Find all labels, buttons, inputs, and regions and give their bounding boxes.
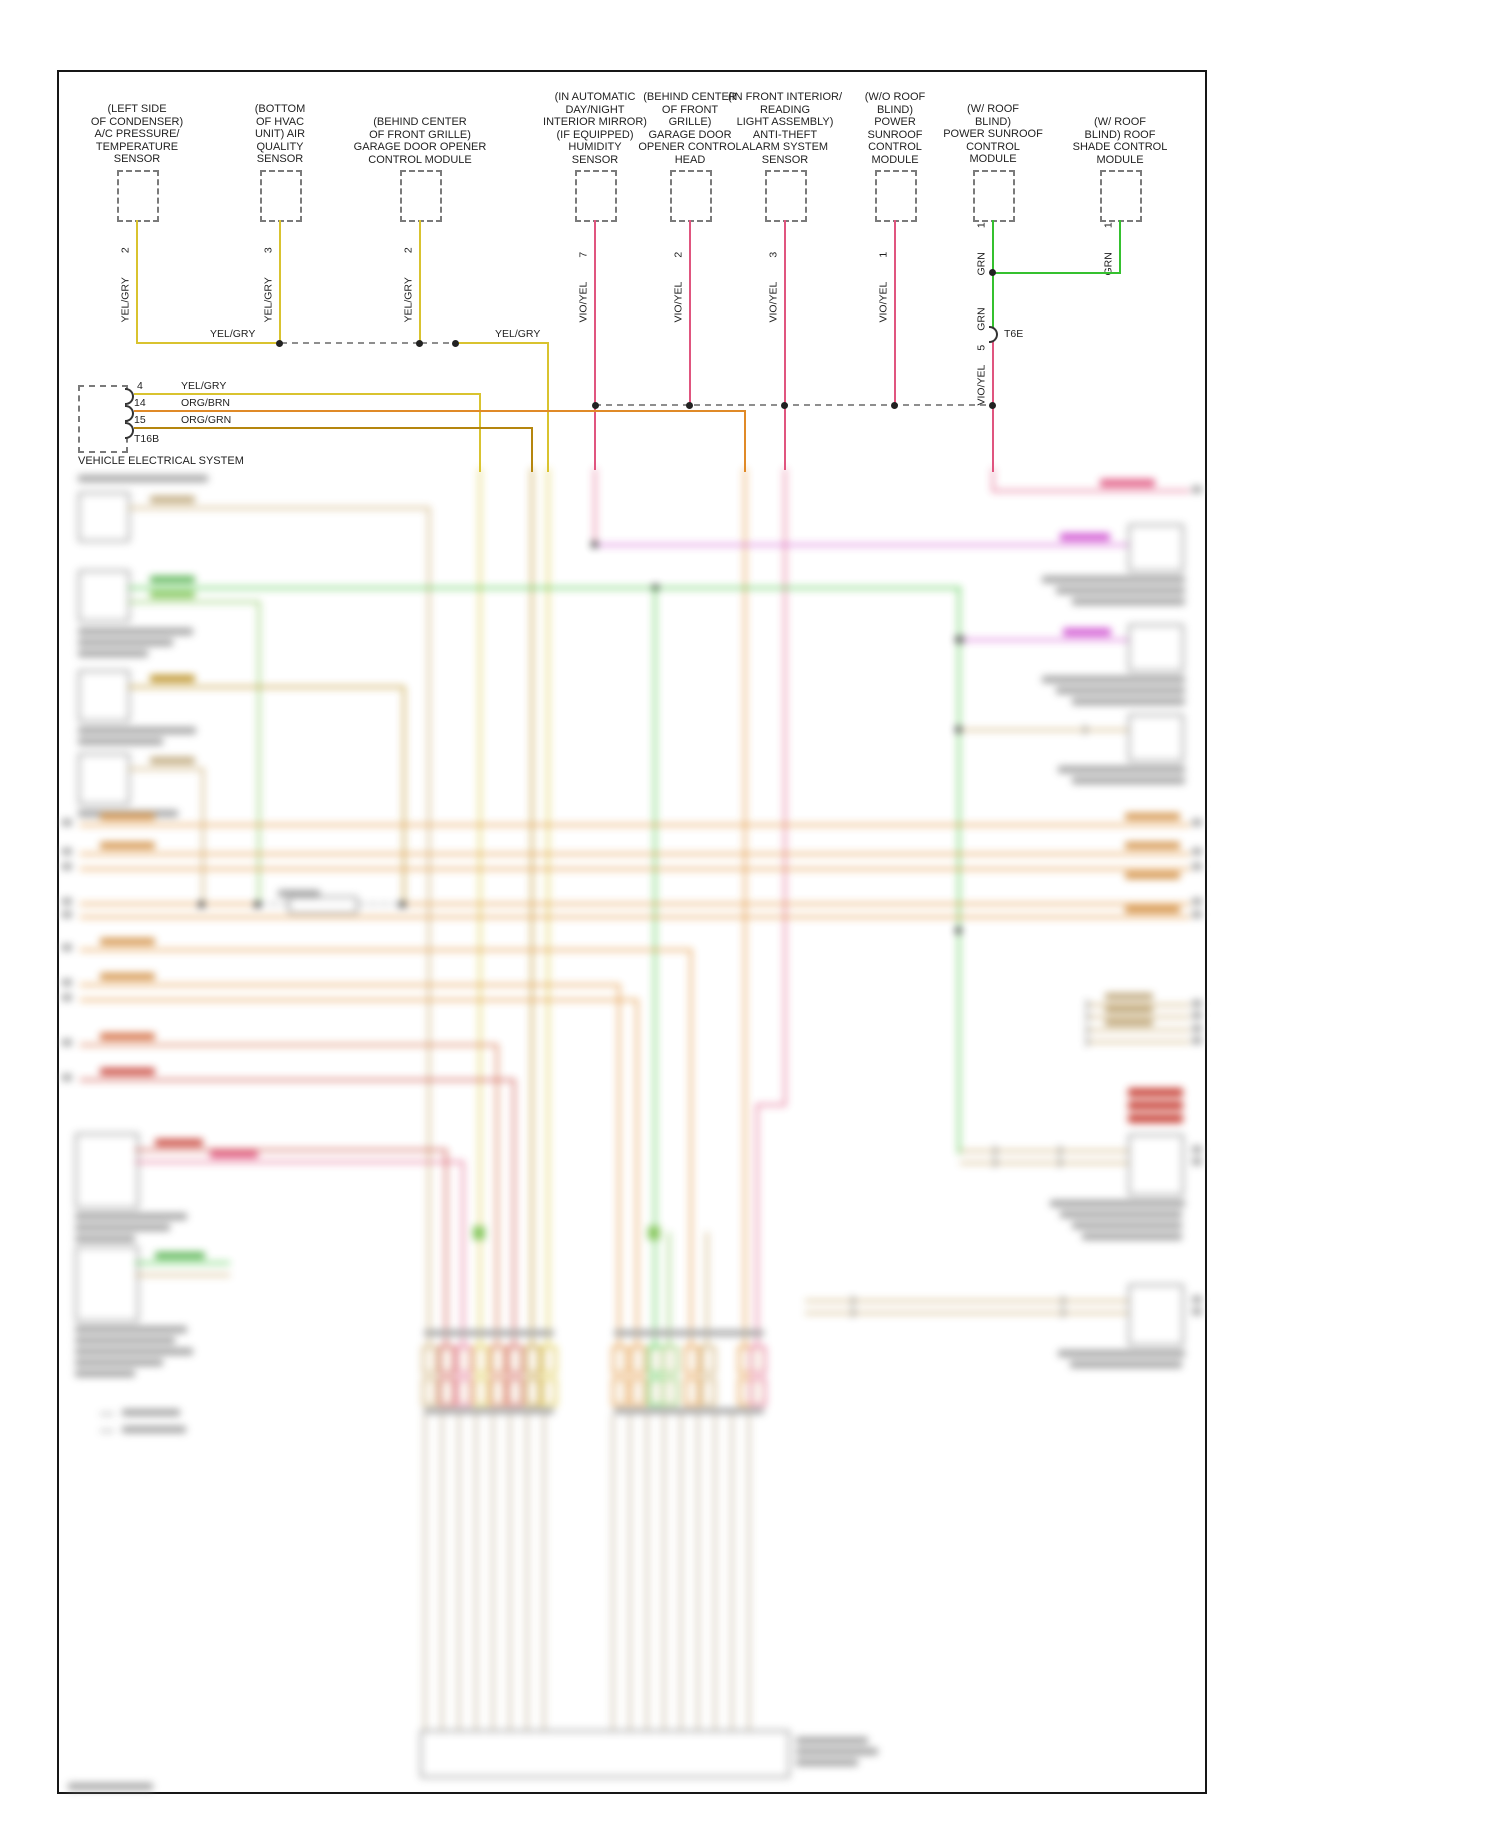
wire-color-label: YEL/GRY — [402, 277, 415, 323]
pin-number: 3 — [767, 251, 780, 258]
component-label-garage-door-opener-control-head: (BEHIND CENTER OF FRONT GRILLE) GARAGE D… — [638, 91, 742, 166]
pin-number: 2 — [672, 251, 685, 258]
wire-pin15-drop — [531, 427, 533, 472]
ves-connector-id: T16B — [134, 433, 160, 445]
wire-vioyel-alarm — [784, 220, 786, 470]
vioyel-bus-dashed — [595, 404, 993, 406]
component-box-power-sunroof-control-module-w-roof-blind — [973, 170, 1015, 222]
ves-pin15-wire-label: ORG/GRN — [181, 414, 232, 426]
wire-pin-label-4: VIO/YEL 7 — [578, 223, 591, 323]
pin-number: 1 — [975, 222, 988, 229]
wire-color-label: GRN — [975, 252, 988, 276]
ves-pin15-connector-icon — [125, 422, 134, 439]
yelgry-bus-dashed-1 — [281, 342, 419, 344]
wire-yelgry-3 — [419, 220, 421, 342]
component-label-roof-shade-control-module: (W/ ROOF BLIND) ROOF SHADE CONTROL MODUL… — [1072, 116, 1168, 166]
component-label-power-sunroof-control-module-wo-roof-blind: (W/O ROOF BLIND) POWER SUNROOF CONTROL M… — [864, 91, 926, 166]
yelgry-bus-left — [136, 342, 281, 344]
wire-pin-label-1: YEL/GRY 2 — [119, 223, 133, 323]
wire-vioyel-sunroof-wo — [894, 220, 896, 404]
component-box-anti-theft-alarm-system-sensor — [765, 170, 807, 222]
wire-pin-label-2: YEL/GRY 3 — [262, 223, 276, 323]
component-box-garage-door-opener-control-head — [670, 170, 712, 222]
wire-grn-roof-shade — [1119, 220, 1121, 274]
ves-pin4-number: 4 — [137, 380, 143, 392]
bus-label-yelgry-right: YEL/GRY — [495, 328, 541, 340]
wire-pin14-orgbrn — [134, 410, 746, 412]
component-label-anti-theft-alarm-system-sensor: (IN FRONT INTERIOR/ READING LIGHT ASSEMB… — [727, 91, 843, 166]
wire-color-label: YEL/GRY — [119, 277, 132, 323]
junction-dot — [416, 340, 423, 347]
component-box-air-quality-sensor — [260, 170, 302, 222]
junction-dot — [592, 402, 599, 409]
component-box-power-sunroof-control-module-wo-roof-blind — [875, 170, 917, 222]
wire-pin-label-7: VIO/YEL 1 — [878, 223, 891, 323]
wire-grn-sunroof — [992, 220, 994, 333]
wire-color-label: VIO/YEL — [767, 281, 780, 323]
yelgry-bus-right — [457, 342, 549, 344]
ves-pin4-connector-icon — [125, 388, 134, 405]
inline-connector-wire-label: VIO/YEL 5 GRN — [975, 296, 989, 406]
wire-pin-label-5: VIO/YEL 2 — [673, 223, 686, 323]
pin-number: 1 — [1102, 222, 1115, 229]
ves-pin15-number: 15 — [134, 414, 146, 426]
wire-pin4-drop — [479, 393, 481, 472]
junction-dot — [686, 402, 693, 409]
pin-number: 2 — [402, 247, 415, 254]
wire-pin-label-8: GRN 1 — [975, 216, 989, 276]
pin-number: 2 — [119, 247, 132, 254]
pin-number: 5 — [975, 344, 988, 351]
component-label-garage-door-opener-control-module: (BEHIND CENTER OF FRONT GRILLE) GARAGE D… — [353, 116, 487, 166]
pin-number: 3 — [262, 247, 275, 254]
wire-pin-label-9: GRN1 — [1102, 216, 1116, 275]
wire-pin4-yelgry — [134, 393, 481, 395]
ves-pin14-connector-icon — [125, 405, 134, 422]
ves-title: VEHICLE ELECTRICAL SYSTEM — [78, 455, 244, 467]
ves-pin4-wire-label: YEL/GRY — [181, 380, 227, 392]
wire-color-label: VIO/YEL — [975, 364, 988, 406]
component-box-humidity-sensor — [575, 170, 617, 222]
junction-dot — [989, 269, 996, 276]
wire-color-label: VIO/YEL — [672, 281, 685, 323]
wire-vioyel-humidity — [594, 220, 596, 470]
component-label-ac-pressure-temperature-sensor: (LEFT SIDE OF CONDENSER) A/C PRESSURE/ T… — [90, 103, 184, 165]
component-box-ac-pressure-temperature-sensor — [117, 170, 159, 222]
component-box-garage-door-opener-control-module — [400, 170, 442, 222]
bus-label-yelgry-left: YEL/GRY — [210, 328, 256, 340]
wire-color-label: GRN — [975, 307, 988, 331]
junction-dot — [276, 340, 283, 347]
pin-number: 1 — [877, 251, 890, 258]
component-label-humidity-sensor: (IN AUTOMATIC DAY/NIGHT INTERIOR MIRROR)… — [543, 91, 647, 166]
junction-dot — [452, 340, 459, 347]
wire-grn-jumper — [992, 272, 1121, 274]
component-box-roof-shade-control-module — [1100, 170, 1142, 222]
wire-yelgry-2 — [279, 220, 281, 342]
wire-pin-label-6: VIO/YEL 3 — [768, 223, 781, 323]
pin-number: 7 — [577, 251, 590, 258]
yelgry-bus-drop — [547, 342, 549, 472]
inline-connector-label: T6E — [1004, 328, 1024, 340]
wire-vioyel-gdo-head — [689, 220, 691, 404]
component-label-air-quality-sensor: (BOTTOM OF HVAC UNIT) AIR QUALITY SENSOR — [254, 103, 306, 165]
ves-pin14-wire-label: ORG/BRN — [181, 397, 231, 409]
junction-dot — [989, 402, 996, 409]
junction-dot — [891, 402, 898, 409]
ves-box — [78, 385, 128, 453]
wire-pin-label-3: YEL/GRY 2 — [402, 223, 416, 323]
wire-color-label: VIO/YEL — [577, 281, 590, 323]
yelgry-bus-dashed-2 — [421, 342, 455, 344]
wire-pin15-orggrn — [134, 427, 533, 429]
wire-color-label: YEL/GRY — [262, 277, 275, 323]
component-label-power-sunroof-control-module-w-roof-blind: (W/ ROOF BLIND) POWER SUNROOF CONTROL MO… — [943, 103, 1043, 165]
inline-connector-icon — [989, 326, 998, 343]
wire-color-label: VIO/YEL — [877, 281, 890, 323]
ves-pin14-number: 14 — [134, 397, 146, 409]
wire-yelgry-1 — [136, 220, 138, 342]
wire-pin14-drop — [744, 410, 746, 472]
junction-dot — [781, 402, 788, 409]
